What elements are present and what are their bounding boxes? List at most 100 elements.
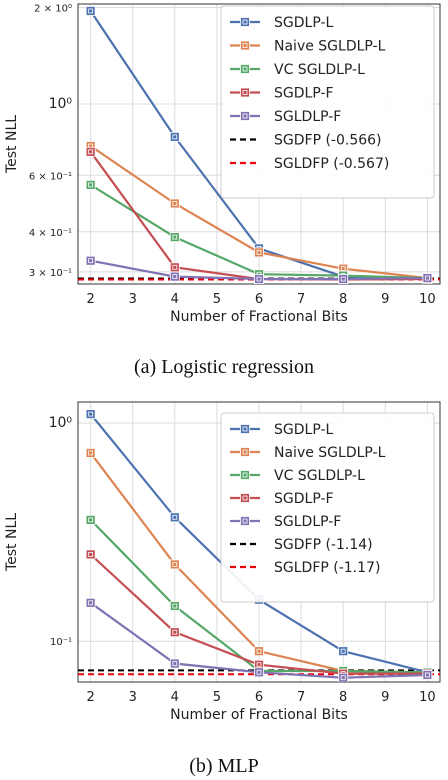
legend-marker bbox=[240, 40, 250, 51]
data-point bbox=[338, 646, 349, 657]
x-tick-label: 3 bbox=[129, 690, 137, 705]
legend-marker bbox=[240, 111, 250, 121]
data-point-inner bbox=[88, 149, 94, 155]
y-tick-label: 6 × 10⁻¹ bbox=[29, 171, 72, 182]
data-point bbox=[85, 179, 96, 190]
data-point bbox=[254, 247, 264, 258]
legend-marker-inner bbox=[242, 426, 248, 432]
legend-marker-inner bbox=[242, 449, 248, 455]
legend-label: SGLDLP-F bbox=[274, 109, 341, 125]
legend-label: VC SGLDLP-L bbox=[274, 468, 365, 484]
x-tick-label: 2 bbox=[86, 690, 94, 705]
data-point-inner bbox=[340, 648, 346, 654]
data-point bbox=[169, 132, 180, 142]
data-point-inner bbox=[340, 276, 346, 282]
data-point bbox=[85, 409, 96, 420]
data-point-inner bbox=[256, 662, 262, 668]
legend-label: Naive SGLDLP-L bbox=[274, 39, 386, 55]
legend-marker bbox=[240, 17, 250, 27]
x-tick-label: 6 bbox=[255, 690, 263, 705]
x-tick-label: 3 bbox=[129, 292, 137, 307]
legend-box bbox=[220, 412, 435, 603]
data-point-inner bbox=[88, 258, 94, 264]
data-point-inner bbox=[88, 8, 94, 14]
legend-label: SGLDFP (-0.567) bbox=[274, 156, 389, 172]
data-point bbox=[169, 658, 180, 669]
data-point bbox=[169, 601, 180, 611]
legend-marker bbox=[240, 470, 250, 480]
legend-label: SGLDLP-F bbox=[274, 514, 341, 530]
legend: SGDLP-L Naive SGLDLP-L VC SGLDLP-L SGDLP-F S… bbox=[220, 412, 435, 603]
data-point bbox=[169, 512, 180, 523]
data-point-inner bbox=[340, 675, 346, 681]
x-tick-label: 5 bbox=[213, 690, 221, 705]
data-point-inner bbox=[424, 275, 430, 281]
legend-label: SGDFP (-1.14) bbox=[274, 537, 373, 553]
chart-panel-mlp: 2 3 4 5 6 7 8 9 10 10⁰ 10⁻¹ Number of Fractional Bi… bbox=[4, 401, 441, 777]
x-axis-label: Number of Fractional Bits bbox=[170, 309, 348, 325]
data-point-inner bbox=[88, 600, 94, 606]
legend-label: SGDLP-L bbox=[274, 422, 334, 438]
axes-frame bbox=[77, 3, 441, 285]
data-point-inner bbox=[256, 669, 262, 675]
legend-marker-inner bbox=[242, 66, 248, 72]
x-tick-label: 8 bbox=[339, 690, 347, 705]
x-tick-label: 4 bbox=[171, 690, 179, 705]
x-axis-label: Number of Fractional Bits bbox=[170, 707, 348, 723]
x-tick-label: 8 bbox=[339, 292, 347, 307]
data-point-inner bbox=[256, 276, 262, 282]
chart-panel-logistic-regression: 2 3 4 5 6 7 8 9 10 2 × 10⁰ 10⁰ 6 × 10⁻¹ 4 × 10⁻¹ 3 × … bbox=[4, 3, 441, 378]
legend-marker bbox=[240, 64, 250, 74]
data-point-inner bbox=[172, 264, 178, 270]
legend: SGDLP-L Naive SGLDLP-L VC SGLDLP-L SGDLP-F S… bbox=[220, 5, 435, 199]
data-point bbox=[85, 146, 96, 157]
data-point-inner bbox=[172, 562, 178, 567]
legend-label: SGDFP (-0.566) bbox=[274, 133, 382, 149]
data-point-inner bbox=[256, 648, 262, 654]
data-point bbox=[254, 274, 264, 284]
legend-label: VC SGLDLP-L bbox=[274, 62, 365, 78]
x-tick-label: 4 bbox=[171, 292, 179, 307]
y-tick-label: 10⁰ bbox=[49, 415, 73, 431]
data-point bbox=[169, 559, 180, 570]
data-point-inner bbox=[172, 274, 178, 279]
x-tick-label: 7 bbox=[297, 292, 305, 307]
data-point bbox=[338, 672, 349, 682]
data-point-inner bbox=[88, 182, 94, 188]
y-tick-label: 10⁻¹ bbox=[50, 637, 72, 648]
legend-marker-inner bbox=[242, 90, 248, 95]
axes-frame bbox=[77, 401, 441, 683]
data-point bbox=[169, 627, 180, 638]
data-point-inner bbox=[88, 552, 94, 557]
data-point-inner bbox=[88, 411, 94, 417]
data-point bbox=[338, 274, 349, 284]
x-tick-label: 9 bbox=[381, 292, 389, 307]
data-point-inner bbox=[424, 672, 430, 678]
data-point bbox=[85, 597, 96, 608]
legend-marker-inner bbox=[242, 495, 248, 501]
data-point bbox=[85, 549, 96, 560]
data-point bbox=[422, 273, 433, 283]
data-point bbox=[169, 232, 180, 243]
y-axis-label: Test NLL bbox=[4, 115, 20, 174]
data-point bbox=[85, 448, 96, 458]
x-tick-label: 6 bbox=[255, 292, 263, 307]
x-tick-label: 10 bbox=[419, 292, 436, 307]
legend-label: SGDLP-F bbox=[274, 86, 334, 102]
data-point-inner bbox=[172, 134, 178, 140]
data-point bbox=[85, 6, 96, 16]
data-point bbox=[254, 646, 264, 657]
legend-box bbox=[220, 5, 435, 199]
panel-caption: (a) Logistic regression bbox=[134, 356, 314, 378]
legend-label: SGDLP-L bbox=[274, 15, 334, 31]
data-point bbox=[254, 667, 264, 678]
legend-marker-inner bbox=[242, 472, 248, 478]
y-tick-label: 3 × 10⁻¹ bbox=[29, 268, 72, 279]
legend-marker-inner bbox=[242, 518, 248, 524]
legend-marker bbox=[240, 87, 250, 98]
data-point-inner bbox=[172, 514, 178, 520]
legend-marker-inner bbox=[242, 43, 248, 48]
legend-label: Naive SGLDLP-L bbox=[274, 445, 386, 461]
legend-marker-inner bbox=[242, 113, 248, 119]
